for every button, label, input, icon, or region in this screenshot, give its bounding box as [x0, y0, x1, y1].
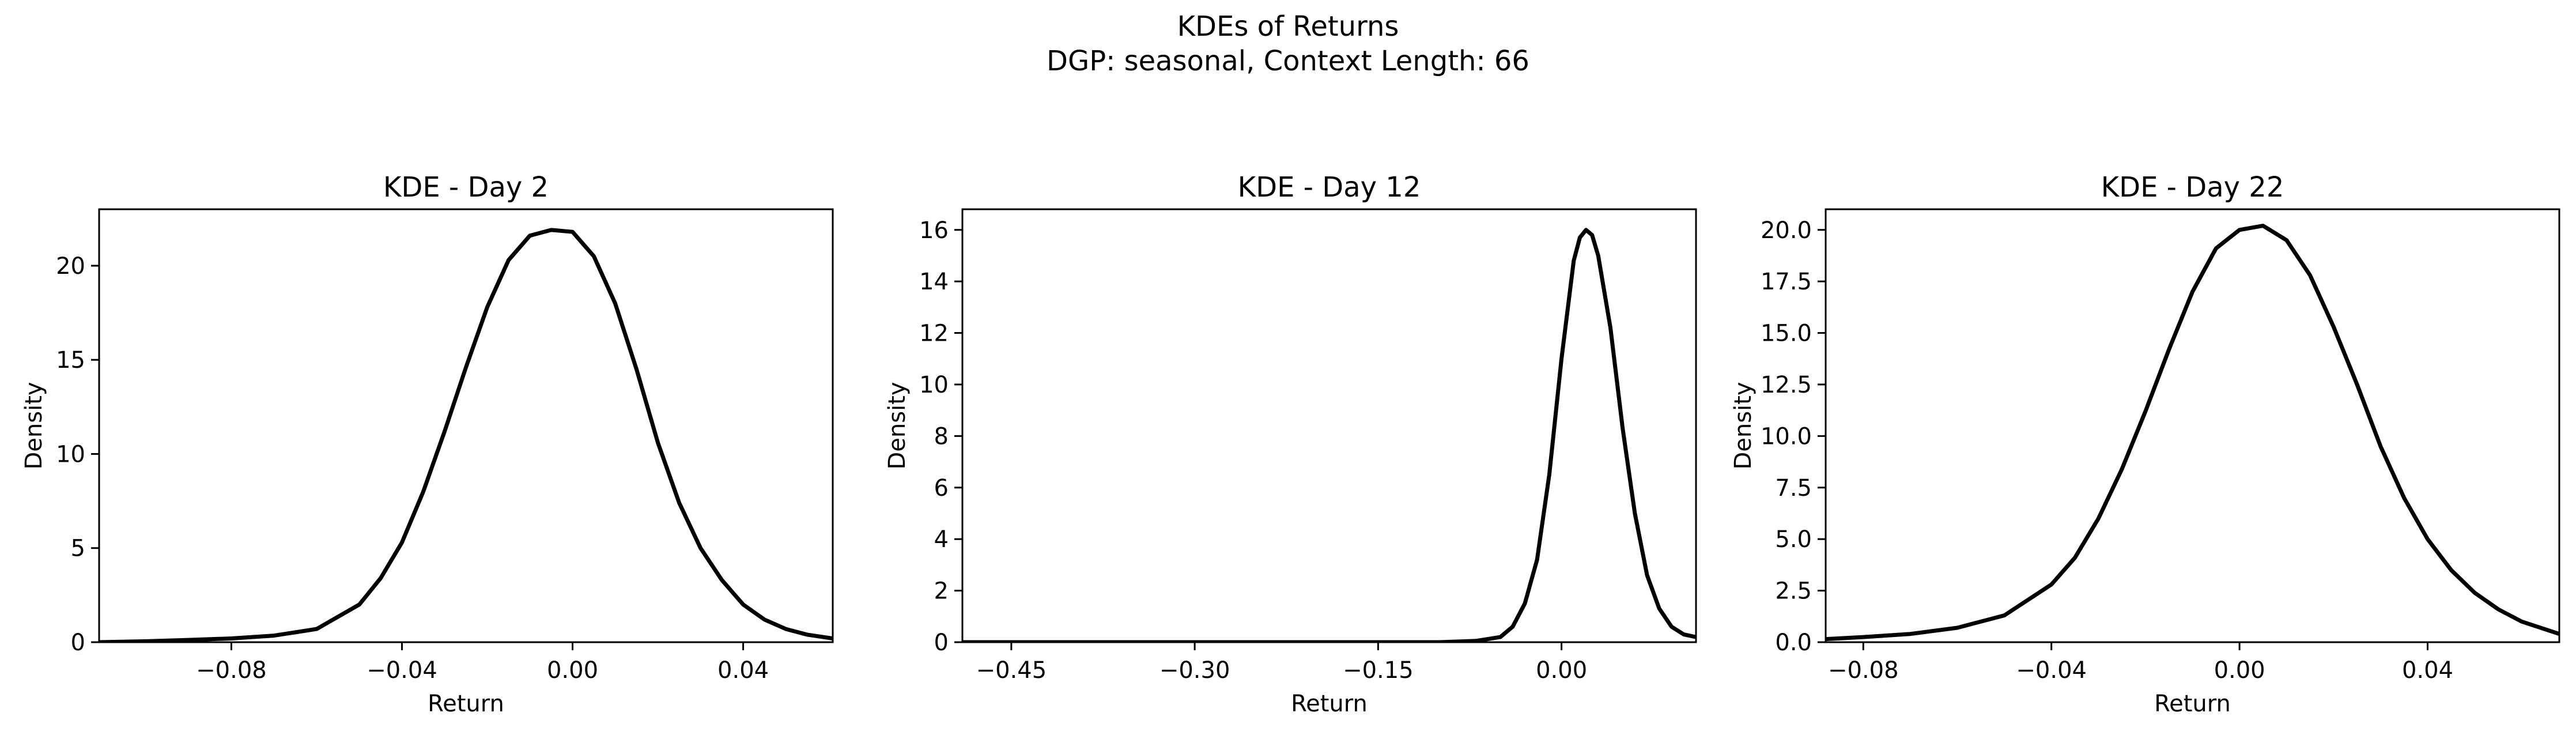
y-tick-label: 15 [56, 347, 85, 374]
x-axis-label: Return [2154, 691, 2231, 717]
x-tick-label: −0.30 [1159, 657, 1230, 684]
y-tick-label: 5 [71, 536, 85, 562]
figure-suptitle-line1: KDEs of Returns [1177, 10, 1399, 43]
y-tick-label: 4 [934, 526, 949, 553]
y-tick-label: 16 [919, 217, 949, 244]
kde-line-series-1 [1826, 224, 2559, 642]
chart-title: KDE - Day 2 [383, 171, 549, 203]
chart-title: KDE - Day 12 [1238, 171, 1421, 203]
x-tick-label: 0.04 [2402, 657, 2453, 684]
x-tick-label: −0.04 [2016, 657, 2087, 684]
y-tick-label: 10 [56, 441, 85, 468]
y-axis-label: Density [884, 382, 911, 469]
y-tick-label: 0 [71, 630, 85, 656]
y-tick-label: 0.0 [1775, 630, 1812, 656]
y-tick-label: 6 [934, 475, 949, 502]
kde-line-series-1 [99, 228, 833, 642]
x-tick-label: −0.08 [196, 657, 267, 684]
kde-line-series-1 [962, 228, 1696, 642]
y-tick-label: 0 [934, 630, 949, 656]
y-tick-label: 20.0 [1761, 217, 1812, 244]
y-tick-label: 10 [919, 372, 949, 398]
y-tick-label: 12 [919, 321, 949, 347]
x-axis-label: Return [1291, 691, 1368, 717]
y-axis-label: Density [21, 382, 47, 469]
y-tick-label: 14 [919, 269, 949, 295]
chart-panel-1: −0.08 −0.04 0.00 0.04 0 5 10 15 20 KDE - Day 2 Ret… [21, 171, 834, 717]
y-axis-label: Density [1730, 382, 1757, 469]
y-tick-label: 5.0 [1775, 526, 1812, 553]
plot-frame [961, 208, 1697, 643]
figure-suptitle-line2: DGP: seasonal, Context Length: 66 [1047, 45, 1529, 77]
y-tick-label: 2.5 [1775, 578, 1812, 605]
x-tick-label: −0.45 [976, 657, 1047, 684]
y-tick-label: 7.5 [1775, 475, 1812, 502]
plot-frame [1825, 208, 2560, 643]
x-tick-label: −0.04 [367, 657, 437, 684]
chart-panel-2: −0.45 −0.30 −0.15 0.00 0 2 4 6 8 10 12 14 16 KDE - Da… [884, 171, 1697, 717]
x-tick-label: 0.00 [547, 657, 598, 684]
x-tick-label: −0.15 [1343, 657, 1414, 684]
x-tick-label: 0.04 [717, 657, 769, 684]
plot-frame [98, 208, 834, 643]
x-axis-label: Return [428, 691, 504, 717]
y-tick-label: 15.0 [1761, 321, 1812, 347]
y-tick-label: 20 [56, 253, 85, 280]
y-tick-label: 17.5 [1761, 269, 1812, 295]
chart-title: KDE - Day 22 [2101, 171, 2284, 203]
y-tick-label: 8 [934, 423, 949, 450]
x-tick-label: 0.00 [1536, 657, 1587, 684]
y-tick-label: 10.0 [1761, 423, 1812, 450]
y-tick-label: 12.5 [1761, 372, 1812, 398]
chart-panel-3: −0.08 −0.04 0.00 0.04 0.0 2.5 5.0 7.5 10.0 12.5 15… [1730, 171, 2560, 717]
x-tick-label: 0.00 [2214, 657, 2265, 684]
y-tick-label: 2 [934, 578, 949, 605]
x-tick-label: −0.08 [1828, 657, 1899, 684]
